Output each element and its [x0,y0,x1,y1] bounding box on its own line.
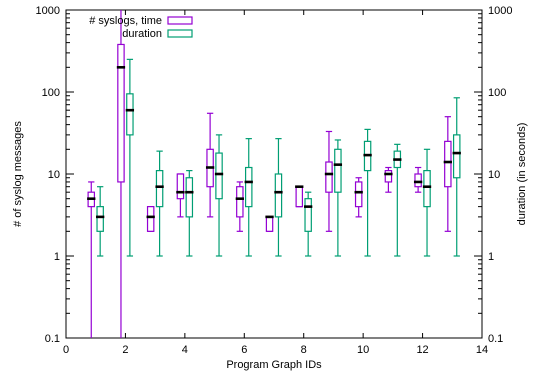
box-iqr [244,166,253,208]
y-tick-label-right: 1 [488,251,494,263]
box-iqr [452,134,461,179]
box-iqr [295,186,304,208]
x-tick-label: 4 [182,344,188,356]
box-duration [274,138,283,257]
box-syslogs [443,116,452,232]
series-duration [96,58,461,257]
x-tick-label: 2 [122,344,128,356]
box-syslogs [324,130,334,232]
box-duration [393,143,402,257]
box-iqr [176,173,185,200]
box-syslogs [384,166,393,193]
x-tick-label: 6 [241,344,247,356]
y-tick-label-right: 0.1 [488,333,503,345]
box-syslogs [87,181,96,338]
box-iqr [384,170,393,183]
legend-swatch-duration [167,29,193,38]
box-iqr [265,216,274,232]
y-tick-label-right: 1000 [488,5,512,17]
box-syslogs [205,112,215,218]
box-iqr [444,140,452,188]
box-iqr [414,173,422,188]
box-duration [422,148,432,257]
box-duration [244,138,253,257]
y-tick-label-right: 100 [488,87,506,99]
box-syslogs [265,215,274,232]
box-iqr [96,206,104,232]
y-tick-label-left: 100 [42,87,60,99]
box-duration [214,134,224,257]
series-syslogs [87,10,452,338]
box-iqr [126,93,134,136]
box-duration [452,97,461,257]
legend: # syslogs, time duration [89,15,193,40]
box-duration [155,150,164,257]
y-tick-label-left: 1 [54,251,60,263]
box-iqr [334,148,342,193]
box-iqr [185,177,194,218]
y-axis-title-right: duration (in seconds) [516,123,528,226]
box-iqr [117,43,125,183]
legend-swatch-syslogs [167,16,193,25]
y-axis-title-left: # of syslog messages [12,121,24,227]
box-iqr [146,206,155,232]
x-tick-label: 8 [301,344,307,356]
box-iqr [304,198,312,232]
box-iqr [236,186,244,218]
box-syslogs [295,185,304,208]
legend-label-syslogs: # syslogs, time [89,15,162,27]
y-tick-label-left: 10 [48,169,60,181]
box-iqr [325,161,333,193]
box-syslogs [413,166,423,193]
y-tick-label-left: 1000 [36,5,60,17]
box-iqr [215,152,223,200]
box-duration [96,186,105,257]
box-duration [333,139,343,257]
box-syslogs [116,10,126,338]
box-iqr [423,170,431,208]
boxes-layer [87,10,461,338]
box-duration [185,170,194,257]
box-iqr [155,170,164,208]
y-tick-label-right: 10 [488,169,500,181]
box-syslogs [146,206,155,232]
x-axis-title: Program Graph IDs [226,359,322,371]
box-iqr [274,173,283,218]
x-tick-label: 14 [476,344,488,356]
box-syslogs [354,177,363,218]
legend-label-duration: duration [122,28,162,40]
box-syslogs [235,181,244,232]
box-syslogs [176,173,185,218]
y-tick-label-left: 0.1 [45,333,60,345]
x-tick-label: 0 [63,344,69,356]
box-duration [363,128,372,257]
x-tick-label: 12 [416,344,428,356]
x-tick-label: 10 [357,344,369,356]
box-duration [304,191,313,257]
box-duration [125,58,135,257]
box-iqr [354,181,363,208]
